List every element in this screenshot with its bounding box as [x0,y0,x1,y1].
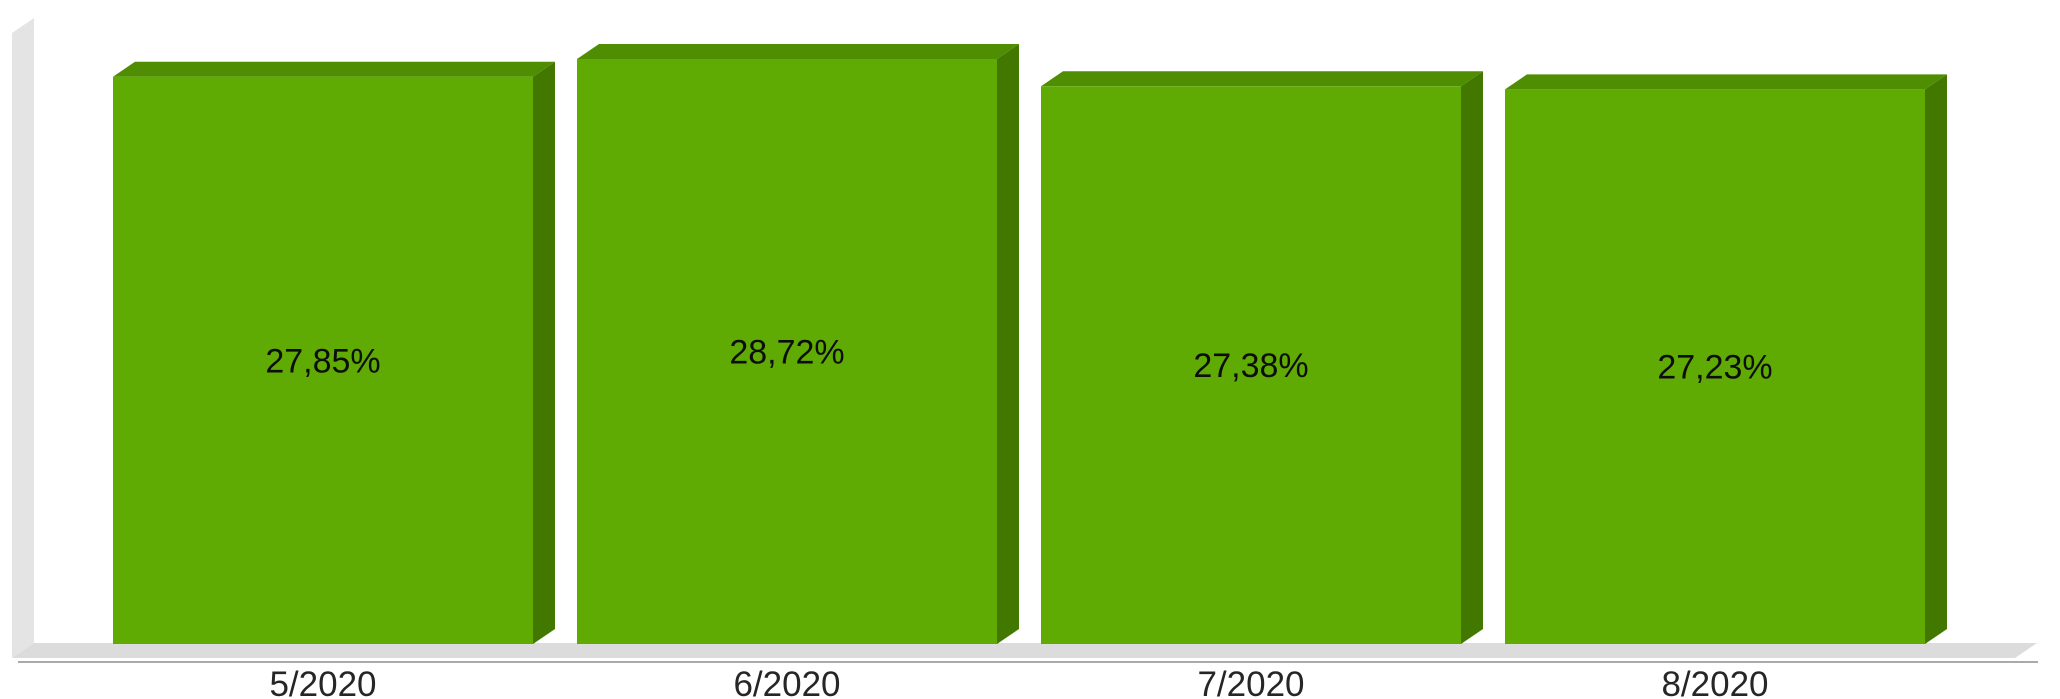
chart-floor [12,643,2037,658]
bar [1041,71,1483,645]
bar-top-face [1041,71,1483,87]
bar-front-face [113,76,533,645]
bar-front-face [577,59,997,644]
x-tick-label: 5/2020 [269,665,376,699]
data-label: 27,85% [265,342,380,380]
x-tick-label-group: 5/2020 6/2020 7/2020 8/2020 [269,665,1768,699]
bar-side-face [997,44,1019,644]
bar-top-face [1505,74,1947,90]
bar-side-face [1461,71,1483,645]
bar-top-face [577,44,1019,59]
x-tick-label: 7/2020 [1197,665,1304,699]
data-label: 27,23% [1657,349,1772,387]
bar-group [113,44,1947,645]
x-tick-label: 6/2020 [733,665,840,699]
bar [1505,74,1947,645]
bar-side-face [533,61,555,645]
bar [113,61,555,645]
x-tick-label: 8/2020 [1661,665,1768,699]
bar-front-face [1505,89,1925,645]
bar-side-face [1925,74,1947,645]
bar [577,44,1019,644]
bar-top-face [113,61,555,77]
chart-backdrop [12,18,2038,663]
data-label: 27,38% [1193,347,1308,385]
data-label: 28,72% [729,334,844,372]
data-label-group: 27,85% 28,72% 27,38% 27,23% [265,334,1772,387]
bar-front-face [1041,86,1461,645]
chart-side-wall [12,18,34,658]
